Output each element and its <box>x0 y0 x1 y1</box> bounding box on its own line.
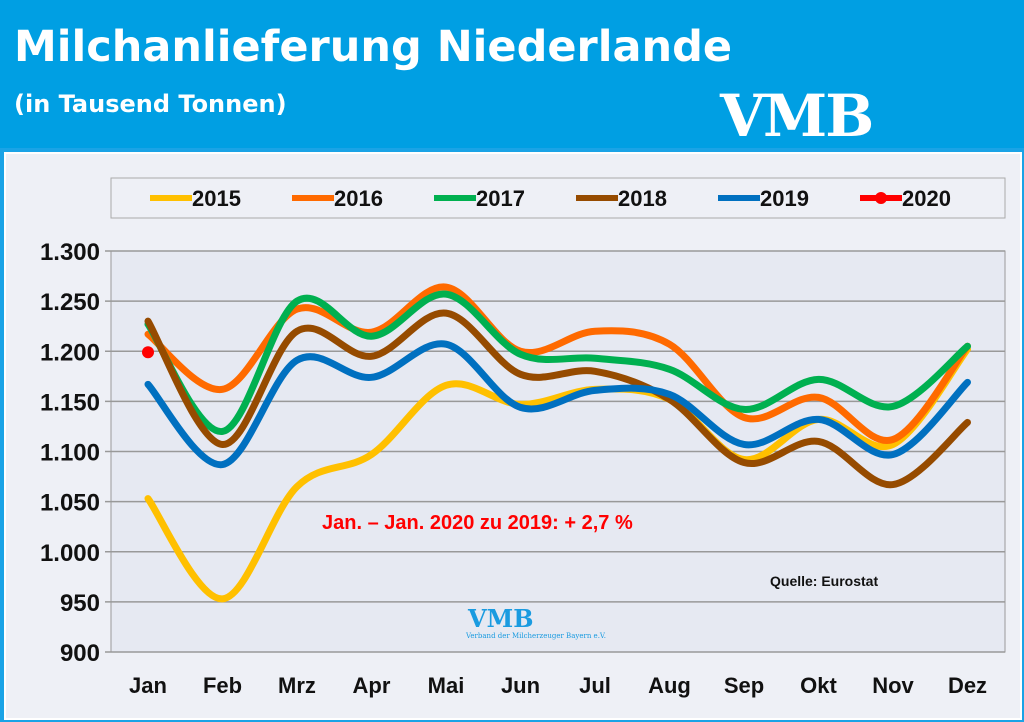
chart-title: Milchanlieferung Niederlande <box>14 22 733 72</box>
series-2019-line <box>144 340 971 469</box>
series-2020-point <box>142 346 154 359</box>
x-tick-label: Jan <box>129 673 167 698</box>
legend-marker-2020 <box>875 192 887 204</box>
y-tick-label: 1.150 <box>40 389 100 416</box>
legend-label-2016: 2016 <box>334 186 383 211</box>
annotation-change: Jan. – Jan. 2020 zu 2019: + 2,7 % <box>322 512 633 534</box>
y-tick-label: 1.300 <box>40 239 100 266</box>
chart-subtitle: (in Tausend Tonnen) <box>14 90 287 118</box>
header-band: Milchanlieferung Niederlande (in Tausend… <box>0 0 1024 150</box>
x-tick-label: Mai <box>428 673 465 698</box>
x-tick-label: Jun <box>501 673 540 698</box>
x-tick-label: Feb <box>203 673 242 698</box>
y-tick-label: 1.000 <box>40 540 100 567</box>
legend-label-2017: 2017 <box>476 186 525 211</box>
watermark-text: Verband der Milcherzeuger Bayern e.V. <box>466 632 606 640</box>
vmb-logo: VMB <box>720 82 874 150</box>
x-tick-label: Nov <box>872 673 914 698</box>
x-tick-label: Mrz <box>278 673 316 698</box>
series-2017-line <box>144 290 971 435</box>
series-2018-line <box>144 309 971 489</box>
y-tick-label: 1.250 <box>40 289 100 316</box>
y-tick-label: 900 <box>60 640 100 667</box>
x-tick-label: Apr <box>353 673 391 698</box>
x-tick-label: Jul <box>579 673 611 698</box>
x-tick-label: Aug <box>648 673 691 698</box>
y-tick-label: 1.200 <box>40 339 100 366</box>
legend-label-2015: 2015 <box>192 186 241 211</box>
y-tick-label: 1.100 <box>40 440 100 467</box>
y-tick-label: 950 <box>60 590 100 617</box>
legend-label-2018: 2018 <box>618 186 667 211</box>
x-tick-label: Dez <box>948 673 987 698</box>
watermark-logo: VMB <box>468 604 534 633</box>
source-note: Quelle: Eurostat <box>770 573 879 589</box>
y-tick-label: 1.050 <box>40 490 100 517</box>
x-tick-label: Sep <box>724 673 764 698</box>
legend-box <box>110 177 1006 219</box>
x-tick-label: Okt <box>800 673 837 698</box>
legend-label-2020: 2020 <box>902 186 951 211</box>
legend-label-2019: 2019 <box>760 186 809 211</box>
